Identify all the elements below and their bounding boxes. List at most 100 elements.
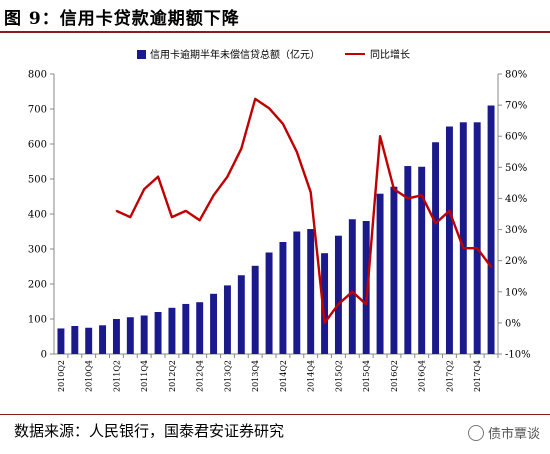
figure-title: 图 9：信用卡贷款逾期额下降 <box>4 9 240 29</box>
line-point <box>490 266 492 268</box>
bar <box>223 285 231 354</box>
bar <box>196 302 204 354</box>
y-right-tick-label: 80% <box>505 70 527 81</box>
y-right-tick-label: -10% <box>505 350 531 361</box>
bar <box>293 231 301 354</box>
bar <box>390 186 398 354</box>
line-point <box>448 210 451 212</box>
wechat-icon <box>467 424 484 441</box>
bar <box>487 105 495 354</box>
chart-axes: 0 100 200 300 400 500 600 700 800 -10% 0% 10% 20% 30%… <box>28 70 531 393</box>
x-tick-label: 2015Q2 <box>334 360 343 392</box>
bar <box>376 193 384 354</box>
y-right-tick-label: 60% <box>505 132 527 143</box>
bar <box>57 328 65 354</box>
y-right-tick-label: 40% <box>505 194 527 205</box>
bar <box>459 122 467 354</box>
x-tick-label: 2017Q2 <box>445 360 454 392</box>
bar <box>348 219 356 354</box>
line-point <box>309 191 312 193</box>
line-point <box>268 107 270 109</box>
line-series <box>115 97 493 325</box>
x-tick-label: 2010Q2 <box>57 360 66 392</box>
line-point <box>365 303 368 306</box>
x-tick-label: 2015Q4 <box>362 360 371 392</box>
line-point <box>296 151 298 153</box>
chart-legend: 信用卡逾期半年未偿信贷总额（亿元） 同比增长 <box>137 48 410 61</box>
title-rule <box>0 31 550 33</box>
y-left-tick-label: 100 <box>28 315 47 326</box>
line-point <box>198 219 201 221</box>
line-point <box>212 194 215 197</box>
bar <box>99 325 107 354</box>
x-tick-label: 2017Q4 <box>473 360 482 392</box>
line-point <box>379 135 381 137</box>
bar <box>251 265 259 354</box>
x-tick-label: 2010Q4 <box>85 360 94 392</box>
legend-bar-label: 信用卡逾期半年未偿信贷总额（亿元） <box>150 48 320 61</box>
bar <box>404 166 412 354</box>
legend-line-label: 同比增长 <box>370 48 410 61</box>
x-tick-label: 2016Q2 <box>390 360 399 392</box>
bottom-rule <box>0 414 550 415</box>
legend-bar-swatch <box>137 50 146 59</box>
y-left-tick-label: 500 <box>28 175 47 186</box>
line-point <box>226 175 229 178</box>
bar <box>85 327 93 354</box>
bar <box>362 221 370 354</box>
y-right-tick-label: 0% <box>505 318 521 329</box>
line-point <box>282 123 284 125</box>
bar <box>473 122 481 354</box>
bar <box>432 142 440 354</box>
bar-series <box>57 105 495 354</box>
bar <box>445 126 453 354</box>
line-point <box>407 197 409 200</box>
bar <box>154 312 162 354</box>
bar <box>140 315 148 354</box>
line-point <box>115 210 118 212</box>
line-point <box>185 210 187 212</box>
line-point <box>351 291 354 293</box>
bar <box>418 166 426 354</box>
y-right-tick-label: 20% <box>505 256 527 267</box>
y-right-tick-label: 50% <box>505 163 527 174</box>
x-tick-label: 2014Q4 <box>307 360 316 392</box>
line-point <box>157 175 159 178</box>
line-point <box>240 147 243 150</box>
line-point <box>420 194 423 197</box>
x-tick-label: 2012Q2 <box>168 360 177 392</box>
y-left-tick-label: 0 <box>41 350 47 361</box>
bar <box>112 319 120 354</box>
chart: 0 100 200 300 400 500 600 700 800 -10% 0% 10% 20% 30%… <box>28 48 531 393</box>
line-point <box>337 303 340 306</box>
watermark: 债市覃谈 <box>467 423 540 442</box>
growth-line <box>115 97 493 325</box>
x-tick-label: 2014Q2 <box>279 360 288 392</box>
source-note: 数据来源：人民银行，国泰君安证券研究 <box>14 422 285 440</box>
y-right-tick-label: 70% <box>505 101 527 112</box>
y-right-tick-label: 30% <box>505 225 527 236</box>
watermark-text: 债市覃谈 <box>487 427 540 442</box>
line-point <box>254 98 256 100</box>
bar <box>265 252 273 354</box>
bar <box>126 317 134 354</box>
line-point <box>462 247 465 249</box>
y-left-tick-label: 400 <box>28 210 47 221</box>
y-left-tick-label: 600 <box>28 140 47 151</box>
line-point <box>143 188 145 190</box>
bar <box>71 326 79 354</box>
bar <box>334 235 342 354</box>
line-point <box>393 188 395 190</box>
x-tick-label: 2013Q2 <box>223 360 232 392</box>
y-right-tick-label: 10% <box>505 287 527 298</box>
x-tick-label: 2016Q4 <box>418 360 427 392</box>
line-point <box>129 216 132 218</box>
y-left-tick-label: 300 <box>28 245 47 256</box>
bar <box>182 303 190 354</box>
bar <box>307 229 315 354</box>
bar <box>237 275 245 354</box>
x-tick-label: 2011Q4 <box>140 360 149 392</box>
bar <box>279 242 287 354</box>
line-point <box>476 247 479 249</box>
bar <box>168 307 176 354</box>
